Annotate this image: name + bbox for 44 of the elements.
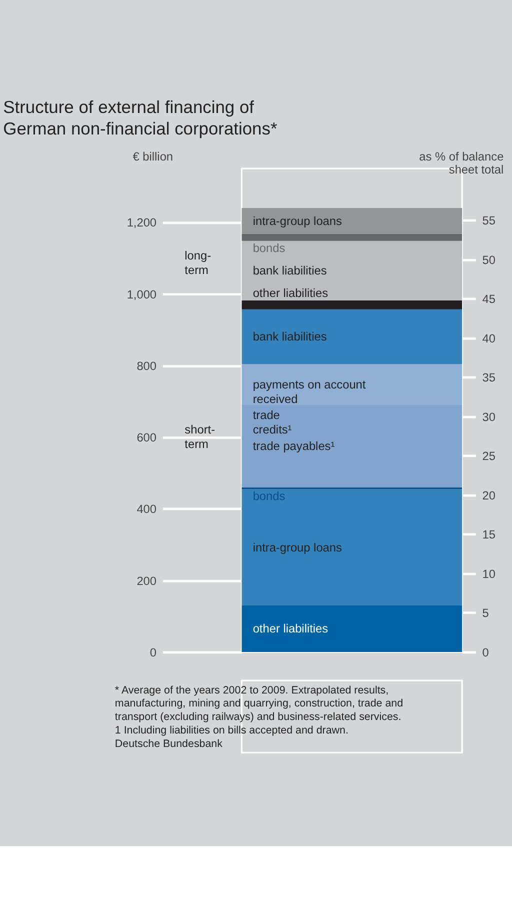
text: Deutsche Bundesbank: [114, 738, 224, 750]
y-tick-label: 200: [136, 574, 157, 588]
y2-tick-label: 50: [482, 252, 496, 267]
text: 1 Including liabilities on bills accepted and drawn.: [114, 724, 348, 737]
y-tick-label: 800: [136, 358, 157, 373]
y2-tick-label: 20: [482, 488, 496, 502]
series-label: other liabilities: [252, 622, 328, 636]
y-tick-label: 600: [136, 430, 157, 445]
bar: [242, 489, 462, 606]
y2-tick-label: 0: [482, 645, 490, 660]
chart-title: Structure of external financing of German non-financial corporations*: [3, 97, 278, 139]
y2-tick-label: 15: [482, 528, 496, 542]
series-label: bonds: [252, 241, 286, 256]
text: * Average of the years 2002 to 2009. Extrapolated results, manufacturing, mining and quarrying, construction, trade and transport (excluding railways) and business-related services.: [114, 684, 404, 724]
bar: [242, 309, 462, 364]
series-label: other liabilities: [252, 286, 328, 300]
text: short-term: [184, 422, 216, 451]
bar: [242, 208, 462, 234]
bar: [242, 404, 462, 488]
series-label: intra-group loans: [252, 214, 342, 228]
y2-tick-label: 40: [482, 331, 496, 346]
y-tick-label: 1,000: [126, 287, 157, 302]
y2-tick-label: 30: [482, 410, 496, 424]
y2-tick-label: 45: [482, 292, 496, 306]
y2-tick-label: 10: [482, 566, 496, 581]
bar: [242, 300, 462, 310]
y-axis-title: € billion: [132, 149, 174, 164]
y2-tick-label: 5: [482, 606, 490, 620]
y-tick-label: 400: [136, 502, 157, 516]
series-label: bank liabilities: [252, 264, 327, 278]
series-label: bank liabilities: [252, 330, 327, 344]
bar: [242, 240, 462, 300]
series-label: intra-group loans: [252, 540, 342, 554]
y2-axis-title: as % of balance sheet total: [419, 149, 504, 177]
bar: [242, 605, 462, 652]
y2-tick-label: 25: [482, 449, 496, 464]
bar: [242, 364, 462, 405]
y-tick-label: 1,200: [126, 216, 157, 230]
y2-tick-label: 55: [482, 214, 496, 228]
y-tick-label: 0: [150, 645, 157, 660]
series-label: trade payables¹: [252, 439, 335, 454]
y2-tick-label: 35: [482, 370, 496, 385]
bar: [242, 234, 462, 241]
text: long-term: [184, 248, 212, 277]
